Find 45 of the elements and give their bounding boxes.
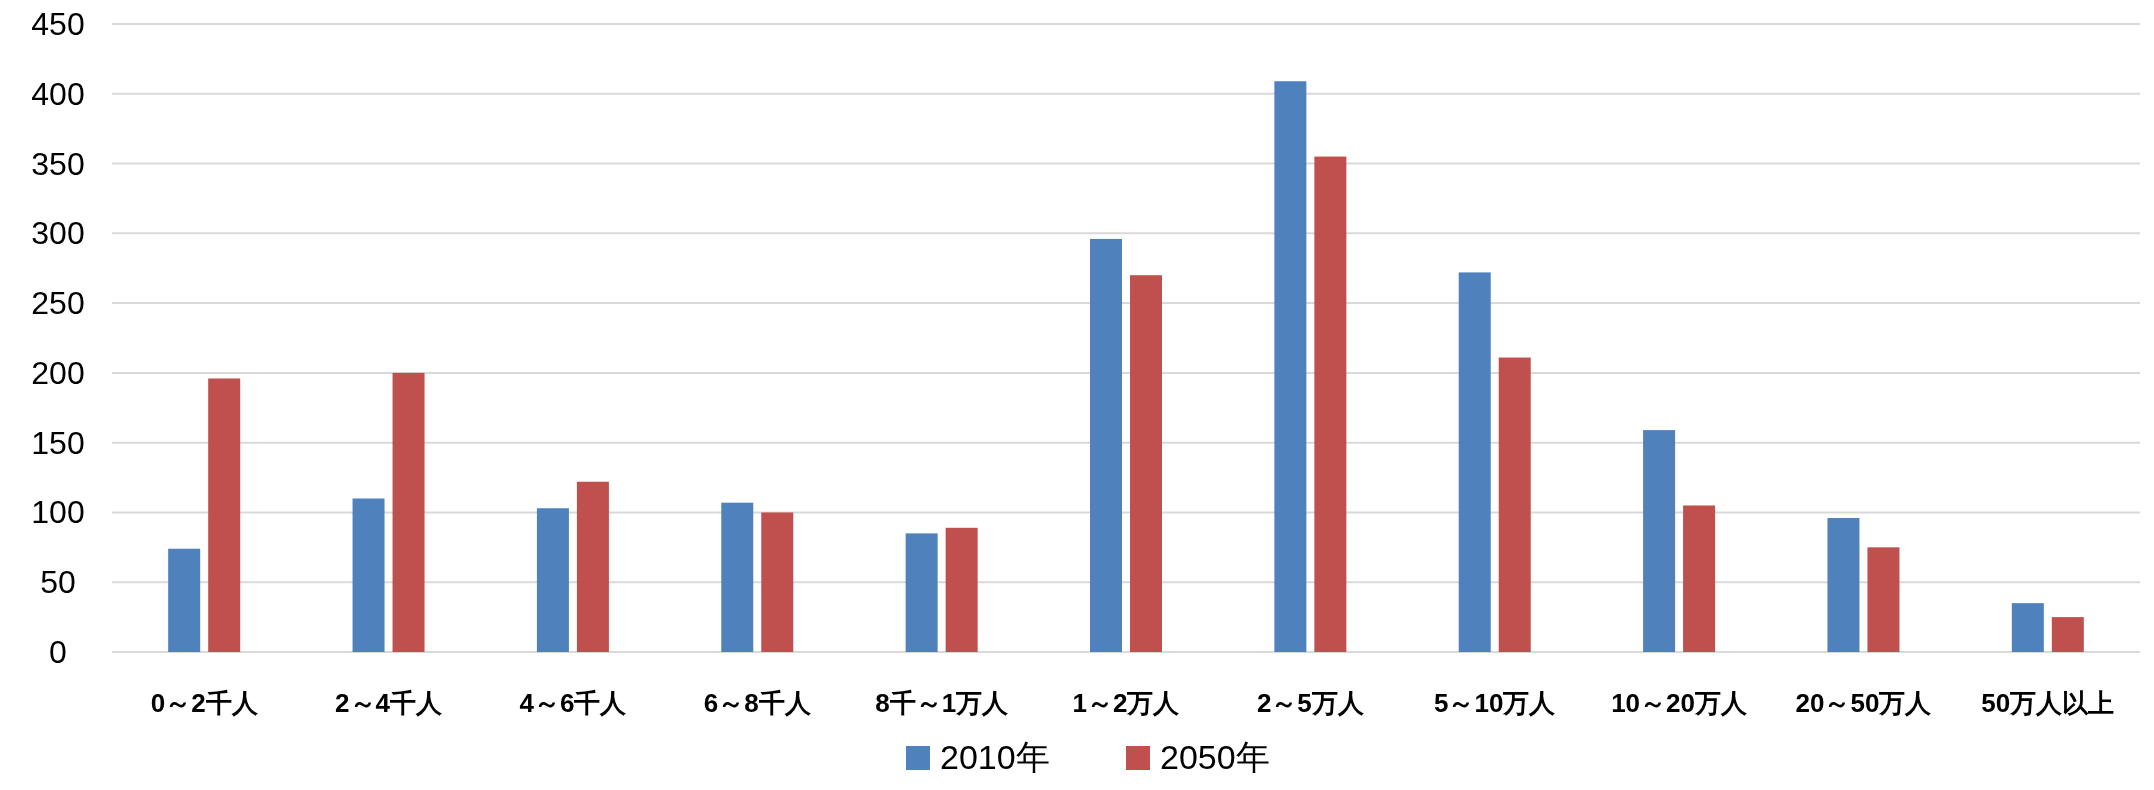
bar xyxy=(1090,238,1122,652)
y-tick-label: 350 xyxy=(31,145,85,182)
y-tick-label: 0 xyxy=(49,634,67,670)
bar xyxy=(392,372,425,652)
bar xyxy=(2051,617,2084,652)
bar xyxy=(945,527,978,652)
bar xyxy=(1130,275,1162,652)
bar xyxy=(168,548,201,652)
bar xyxy=(1314,156,1347,652)
x-tick-label: 2～4千人 xyxy=(335,688,443,718)
bar xyxy=(721,502,754,652)
bar xyxy=(1683,505,1716,652)
y-tick-label: 150 xyxy=(31,424,85,461)
y-tick-label: 450 xyxy=(31,6,85,42)
bar xyxy=(1827,518,1860,652)
y-tick-label: 100 xyxy=(31,494,85,531)
bar xyxy=(576,481,609,652)
x-tick-label: 8千～1万人 xyxy=(875,688,1010,718)
bar xyxy=(1274,81,1307,652)
bar xyxy=(2011,603,2044,652)
legend-label: 2010年 xyxy=(940,738,1050,776)
bar xyxy=(208,378,241,652)
bar xyxy=(536,508,569,652)
x-tick-label: 4～6千人 xyxy=(519,688,628,718)
x-tick-label: 20～50万人 xyxy=(1795,688,1933,718)
bar xyxy=(905,533,938,652)
x-tick-label: 1～2万人 xyxy=(1072,688,1181,718)
y-tick-label: 50 xyxy=(40,564,76,601)
x-tick-label: 5～10万人 xyxy=(1434,688,1557,718)
bar xyxy=(352,498,385,652)
y-tick-label: 200 xyxy=(31,354,85,391)
bar xyxy=(1643,430,1676,652)
bar xyxy=(1867,547,1900,652)
bar xyxy=(1498,357,1531,652)
y-tick-label: 300 xyxy=(31,215,85,252)
y-tick-label: 400 xyxy=(31,75,85,112)
bar xyxy=(1458,272,1491,652)
y-tick-label: 250 xyxy=(31,285,85,322)
bar xyxy=(761,512,794,652)
legend-label: 2050年 xyxy=(1160,738,1270,776)
x-tick-label: 10～20万人 xyxy=(1611,688,1749,718)
x-tick-label: 0～2千人 xyxy=(150,688,259,718)
x-tick-label: 50万人以上 xyxy=(1981,688,2115,718)
x-tick-label: 2～5万人 xyxy=(1256,688,1365,718)
x-tick-label: 6～8千人 xyxy=(703,688,812,718)
